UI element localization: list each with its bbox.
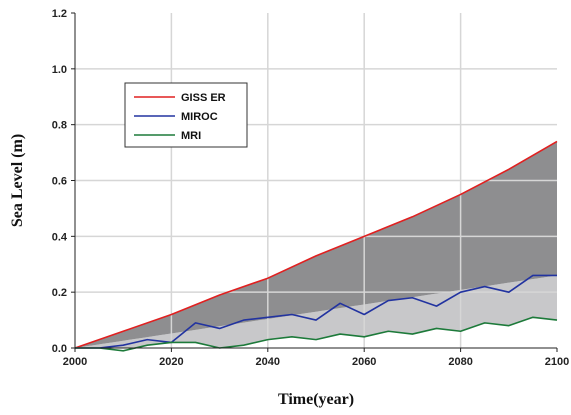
series-lines <box>74 140 558 352</box>
y-tick-label: 1.0 <box>52 64 67 76</box>
series-line-mri <box>75 316 558 352</box>
y-tick-label: 0.8 <box>52 120 67 132</box>
y-tick-label: 0.2 <box>52 287 67 299</box>
x-tick-label: 2100 <box>545 356 569 368</box>
series-line-giss-er <box>74 140 558 349</box>
legend: GISS ER MIROC MRI <box>124 82 248 148</box>
legend-box <box>124 82 248 148</box>
x-axis-title: Time(year) <box>278 391 354 408</box>
y-tick-label: 0.6 <box>52 176 67 188</box>
x-tick-label: 2020 <box>159 356 183 368</box>
legend-label-mri: MRI <box>181 130 201 142</box>
x-tick-label: 2000 <box>63 356 87 368</box>
legend-label-miroc: MIROC <box>181 111 218 123</box>
x-tick-label: 2040 <box>256 356 280 368</box>
series-line-miroc <box>75 274 557 349</box>
y-tick-label: 0.0 <box>52 343 67 355</box>
grid-lines <box>75 13 557 348</box>
x-tick-label: 2060 <box>352 356 376 368</box>
x-tick-label: 2080 <box>448 356 472 368</box>
y-tick-label: 0.4 <box>52 231 68 243</box>
legend-label-giss-er: GISS ER <box>181 92 226 104</box>
y-tick-label: 1.2 <box>52 8 67 20</box>
y-axis-title: Sea Level (m) <box>9 134 26 227</box>
tick-labels: 2000 2020 2040 2060 2080 2100 0.0 0.2 0.4 0.6 0.8 1… <box>52 8 570 368</box>
